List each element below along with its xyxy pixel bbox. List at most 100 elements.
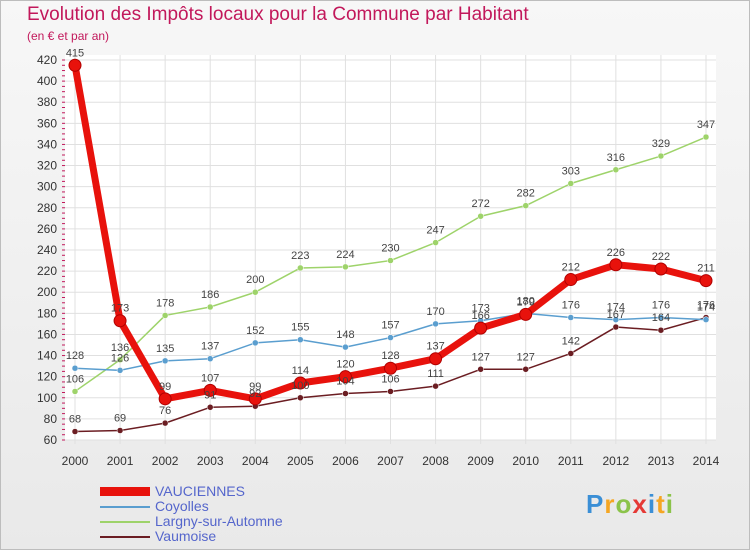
data-point xyxy=(477,366,484,373)
data-label: 176 xyxy=(652,300,670,312)
data-point xyxy=(387,257,394,264)
data-label: 136 xyxy=(111,342,129,354)
data-point xyxy=(477,212,484,220)
data-point xyxy=(612,316,620,323)
y-tick-label: 120 xyxy=(37,370,57,384)
y-tick-label: 200 xyxy=(37,285,57,299)
data-label: 186 xyxy=(201,289,219,301)
data-label: 127 xyxy=(471,351,489,363)
data-point xyxy=(252,339,259,347)
data-point xyxy=(657,326,665,334)
logo-letter: r xyxy=(604,489,616,519)
y-tick-label: 80 xyxy=(44,412,58,426)
y-tick-label: 220 xyxy=(37,264,57,278)
data-label: 107 xyxy=(201,372,219,384)
x-tick-label: 2005 xyxy=(287,454,314,468)
logo-letter: P xyxy=(586,489,605,519)
legend-swatch-coyolles xyxy=(100,506,150,508)
data-label: 230 xyxy=(381,243,399,255)
data-label: 224 xyxy=(336,249,354,261)
data-point xyxy=(113,314,127,328)
data-label: 114 xyxy=(292,365,310,377)
data-label: 111 xyxy=(427,368,444,380)
data-label: 99 xyxy=(249,381,261,393)
y-tick-label: 340 xyxy=(37,137,57,151)
data-point xyxy=(158,392,172,406)
y-tick-label: 300 xyxy=(37,180,57,194)
data-point xyxy=(71,364,79,372)
legend-swatch-vaumoise xyxy=(100,536,150,538)
legend-label-vaumoise: Vaumoise xyxy=(155,528,217,544)
data-label: 155 xyxy=(291,322,309,334)
data-label: 247 xyxy=(426,225,444,237)
legend-swatch-largny xyxy=(100,521,150,523)
data-label: 106 xyxy=(381,373,399,385)
data-label: 100 xyxy=(291,380,309,392)
x-tick-label: 2008 xyxy=(422,454,449,468)
data-label: 99 xyxy=(159,381,171,393)
data-label: 211 xyxy=(697,263,715,275)
data-label: 166 xyxy=(471,310,489,322)
data-label: 212 xyxy=(562,262,580,274)
data-label: 69 xyxy=(114,413,126,425)
data-label: 173 xyxy=(111,303,129,315)
x-tick-label: 2007 xyxy=(377,454,404,468)
data-label: 128 xyxy=(66,350,84,362)
data-point xyxy=(387,334,394,341)
data-point xyxy=(68,58,82,72)
data-point xyxy=(564,273,578,287)
y-tick-label: 320 xyxy=(37,159,57,173)
data-point xyxy=(293,376,307,390)
x-tick-label: 2009 xyxy=(467,454,494,468)
data-point xyxy=(161,357,169,365)
y-tick-label: 180 xyxy=(37,306,57,320)
y-tick-label: 280 xyxy=(37,201,57,215)
data-point xyxy=(116,356,124,364)
data-point xyxy=(567,350,575,357)
data-label: 180 xyxy=(517,295,535,307)
x-tick-label: 2012 xyxy=(603,454,630,468)
x-tick-label: 2001 xyxy=(107,454,134,468)
data-point xyxy=(609,258,623,272)
data-point xyxy=(432,239,439,246)
data-point xyxy=(432,320,439,328)
data-point xyxy=(522,202,529,209)
data-point xyxy=(252,288,259,296)
data-label: 128 xyxy=(381,350,399,362)
y-tick-label: 160 xyxy=(37,327,57,341)
x-tick-label: 2011 xyxy=(558,454,584,468)
data-point xyxy=(387,388,394,395)
data-point xyxy=(206,303,214,311)
data-label: 223 xyxy=(291,250,309,262)
data-label: 126 xyxy=(111,352,129,364)
data-label: 127 xyxy=(517,351,535,363)
y-tick-label: 260 xyxy=(37,222,57,236)
data-label: 303 xyxy=(562,166,580,178)
legend-swatch-vauciennes xyxy=(100,487,150,496)
data-label: 120 xyxy=(336,359,354,371)
x-tick-label: 2010 xyxy=(512,454,539,468)
data-label: 137 xyxy=(426,341,444,353)
data-point xyxy=(297,264,304,272)
data-label: 91 xyxy=(204,389,216,401)
data-label: 282 xyxy=(517,188,535,200)
data-point xyxy=(206,355,214,362)
data-label: 173 xyxy=(471,303,489,315)
data-point xyxy=(567,180,575,187)
data-point xyxy=(297,394,304,402)
data-point xyxy=(161,419,169,427)
data-label: 170 xyxy=(426,306,444,318)
data-label: 104 xyxy=(336,376,354,388)
data-point xyxy=(297,336,304,343)
data-label: 272 xyxy=(471,198,489,210)
x-tick-label: 2014 xyxy=(693,454,720,468)
y-tick-label: 140 xyxy=(37,349,57,363)
legend-label-largny: Largny-sur-Automne xyxy=(155,513,283,529)
data-label: 135 xyxy=(156,343,174,355)
data-point xyxy=(567,314,575,321)
data-label: 174 xyxy=(607,302,625,314)
data-label: 222 xyxy=(652,251,670,263)
data-label: 316 xyxy=(607,152,625,164)
x-tick-label: 2000 xyxy=(62,454,89,468)
